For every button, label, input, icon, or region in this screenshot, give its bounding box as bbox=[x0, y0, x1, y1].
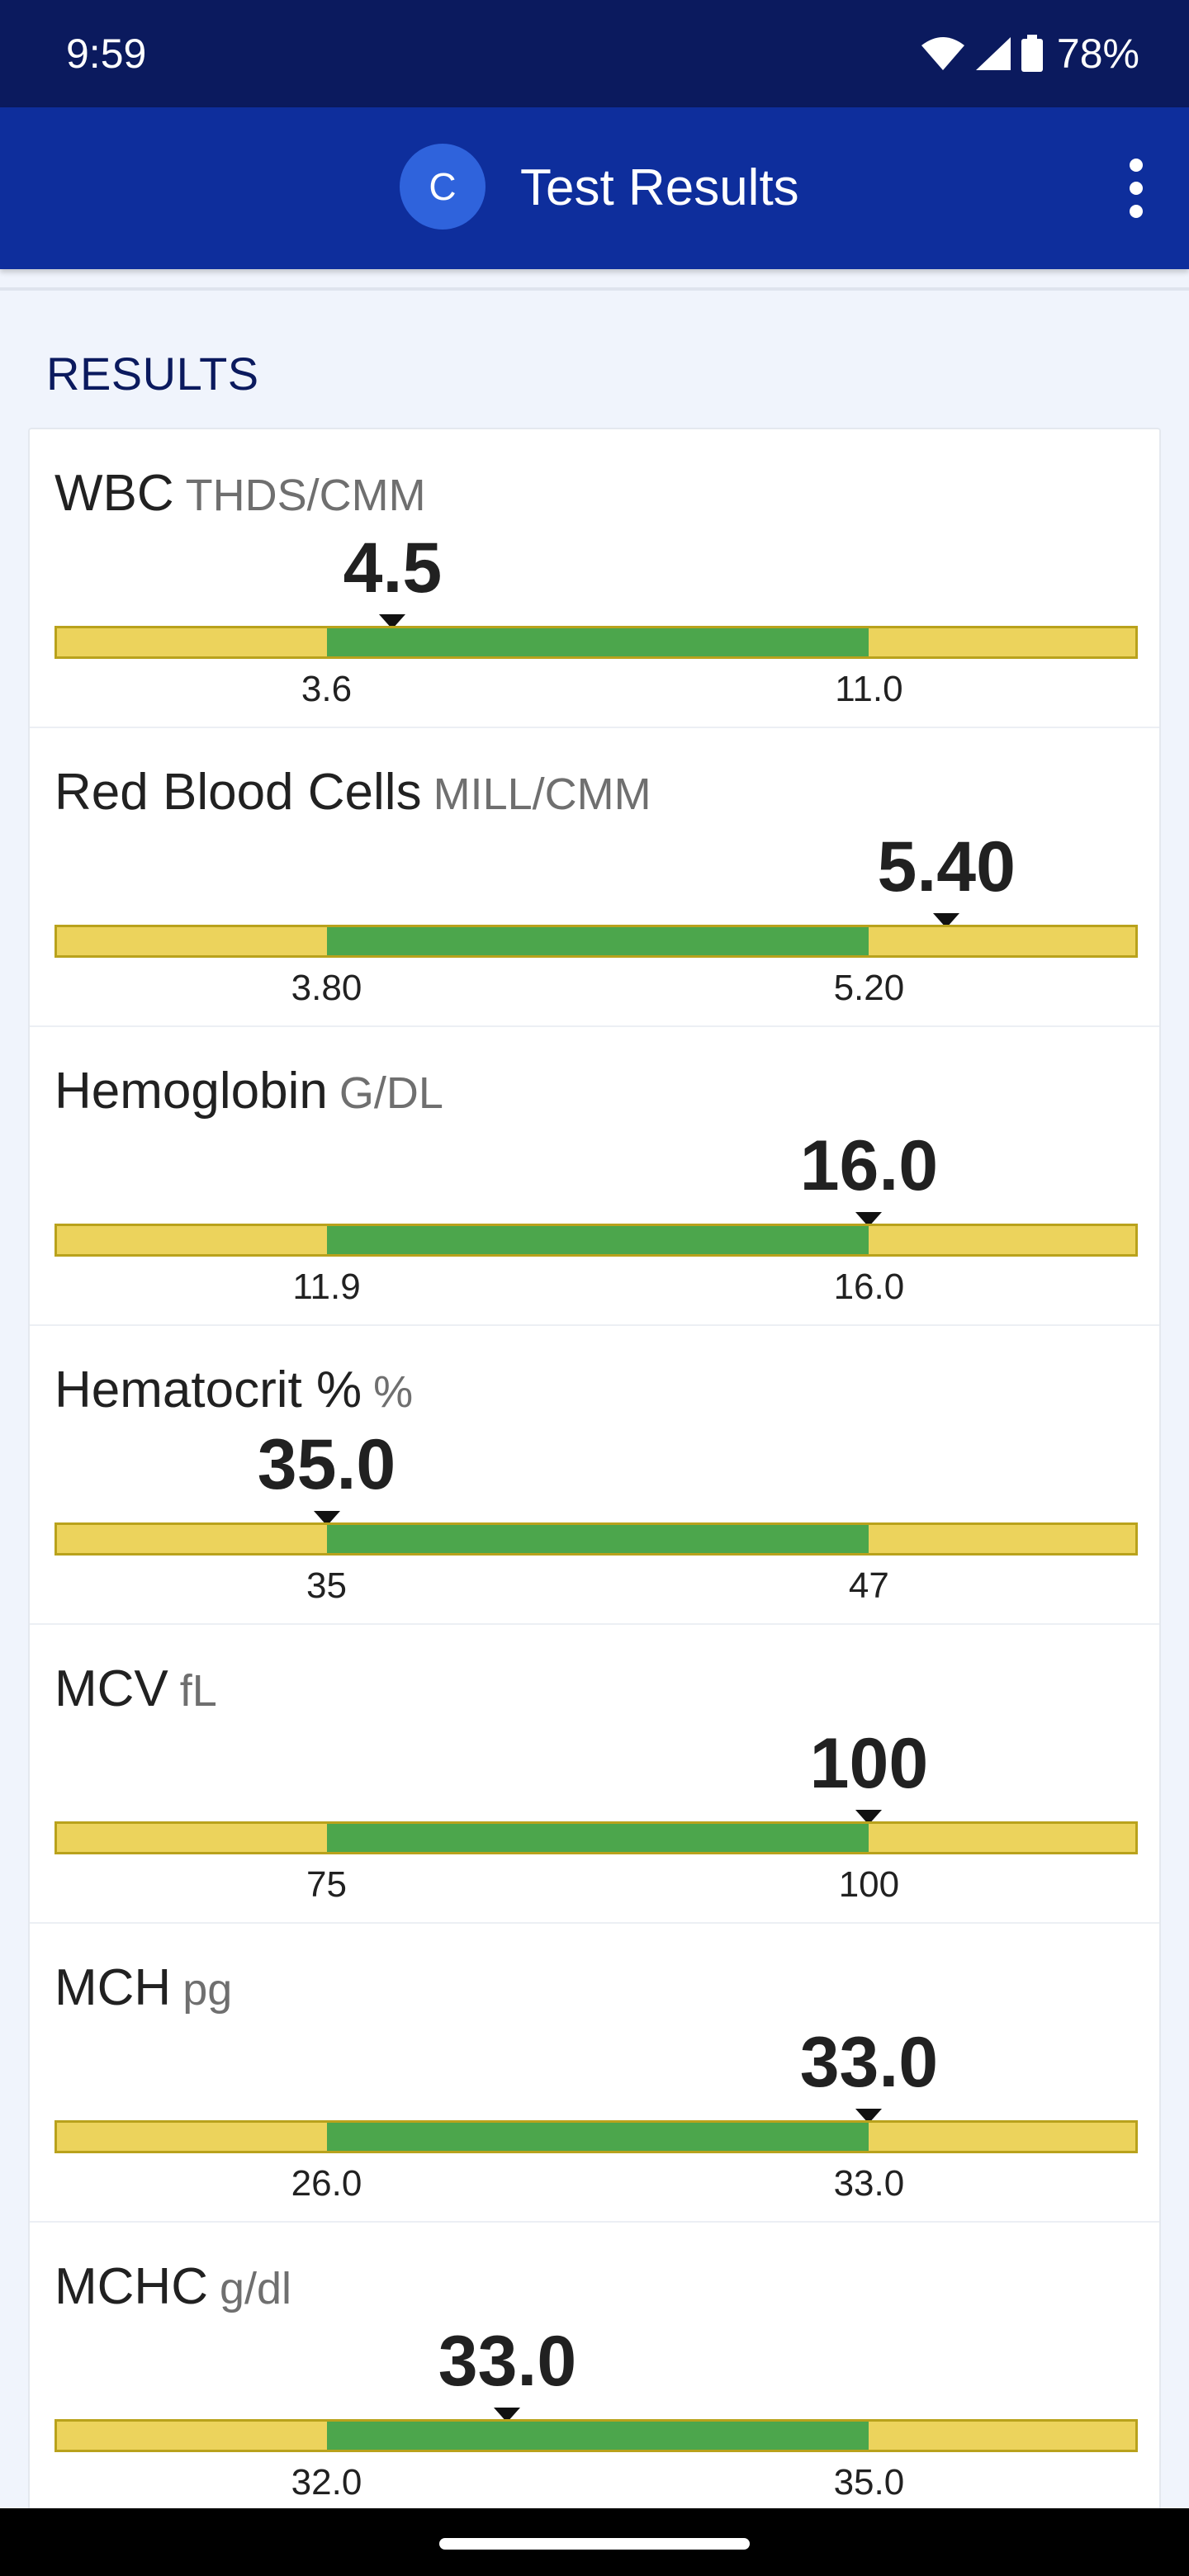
range-high-label: 16.0 bbox=[833, 1267, 905, 1307]
range-low-label: 3.6 bbox=[301, 669, 353, 709]
range-low-label: 26.0 bbox=[291, 2163, 362, 2204]
result-unit: fL bbox=[179, 1666, 217, 1716]
result-row[interactable]: MCV fL 100 75 100 bbox=[30, 1625, 1159, 1924]
value-marker-icon bbox=[933, 913, 960, 928]
result-unit: MILL/CMM bbox=[433, 769, 651, 819]
result-row[interactable]: MCHC g/dl 33.0 32.0 35.0 bbox=[30, 2223, 1159, 2522]
value-marker-icon bbox=[379, 614, 406, 629]
range-bar bbox=[54, 1224, 1138, 1257]
value-marker-icon bbox=[855, 1810, 883, 1825]
result-name: Hematocrit % bbox=[54, 1361, 362, 1418]
result-unit: g/dl bbox=[219, 2264, 292, 2313]
result-unit: THDS/CMM bbox=[185, 471, 426, 520]
result-unit: % bbox=[373, 1367, 414, 1417]
divider bbox=[0, 287, 1189, 291]
result-name: Hemoglobin bbox=[54, 1063, 328, 1120]
avatar[interactable]: C bbox=[400, 144, 486, 230]
value-marker-icon bbox=[494, 2408, 521, 2422]
normal-range-segment bbox=[326, 1525, 869, 1553]
more-vert-icon[interactable] bbox=[1106, 147, 1166, 230]
result-value: 100 bbox=[809, 1724, 929, 1803]
result-row[interactable]: MCH pg 33.0 26.0 33.0 bbox=[30, 1924, 1159, 2223]
range-bar bbox=[54, 626, 1138, 659]
normal-range-segment bbox=[326, 1824, 869, 1852]
range-bar bbox=[54, 1821, 1138, 1854]
result-value: 33.0 bbox=[438, 2322, 577, 2401]
result-value: 16.0 bbox=[799, 1126, 939, 1205]
range-high-label: 47 bbox=[848, 1565, 889, 1606]
app-bar: C Test Results bbox=[0, 107, 1189, 269]
range-low-label: 35 bbox=[306, 1565, 347, 1606]
range-bar bbox=[54, 925, 1138, 958]
range-bar bbox=[54, 2419, 1138, 2452]
range-high-label: 11.0 bbox=[835, 669, 903, 709]
range-low-label: 75 bbox=[306, 1864, 347, 1905]
normal-range-segment bbox=[326, 1226, 869, 1254]
result-value: 33.0 bbox=[799, 2023, 939, 2102]
result-title: MCV fL bbox=[54, 1656, 217, 1735]
page-title: Test Results bbox=[520, 159, 799, 216]
normal-range-segment bbox=[326, 2123, 869, 2151]
range-high-label: 5.20 bbox=[833, 968, 905, 1008]
result-value: 5.40 bbox=[877, 827, 1016, 907]
battery-icon bbox=[1021, 35, 1043, 72]
range-bar bbox=[54, 1522, 1138, 1556]
result-unit: G/DL bbox=[339, 1068, 443, 1118]
result-title: MCHC g/dl bbox=[54, 2254, 291, 2333]
range-high-label: 33.0 bbox=[833, 2163, 905, 2204]
range-high-label: 35.0 bbox=[833, 2462, 905, 2503]
range-low-label: 32.0 bbox=[291, 2462, 362, 2503]
result-title: Red Blood Cells MILL/CMM bbox=[54, 760, 651, 839]
value-marker-icon bbox=[313, 1511, 340, 1526]
normal-range-segment bbox=[326, 628, 869, 656]
status-icons: 78% bbox=[920, 26, 1139, 81]
result-row[interactable]: Hemoglobin G/DL 16.0 11.9 16.0 bbox=[30, 1027, 1159, 1326]
menu-dot bbox=[1130, 182, 1143, 195]
menu-dot bbox=[1130, 159, 1143, 172]
result-name: Red Blood Cells bbox=[54, 764, 422, 821]
result-title: Hematocrit %% bbox=[54, 1357, 413, 1437]
result-title: WBC THDS/CMM bbox=[54, 461, 426, 540]
result-row[interactable]: Red Blood Cells MILL/CMM 5.40 3.80 5.20 bbox=[30, 728, 1159, 1027]
status-bar: 9:59 78% bbox=[0, 0, 1189, 107]
result-title: Hemoglobin G/DL bbox=[54, 1058, 443, 1138]
signal-icon bbox=[975, 37, 1011, 70]
result-value: 4.5 bbox=[343, 528, 443, 608]
results-card: WBC THDS/CMM 4.5 3.6 11.0 Red Blood Cells MILL… bbox=[28, 428, 1161, 2525]
value-marker-icon bbox=[855, 2109, 883, 2124]
range-bar bbox=[54, 2120, 1138, 2153]
result-row[interactable]: WBC THDS/CMM 4.5 3.6 11.0 bbox=[30, 429, 1159, 728]
result-unit: pg bbox=[182, 1965, 233, 2015]
result-value: 35.0 bbox=[257, 1425, 396, 1504]
home-handle[interactable] bbox=[439, 2538, 750, 2550]
range-low-label: 3.80 bbox=[291, 968, 362, 1008]
battery-percent: 78% bbox=[1056, 31, 1139, 77]
normal-range-segment bbox=[326, 2422, 869, 2450]
value-marker-icon bbox=[855, 1212, 883, 1227]
result-name: MCHC bbox=[54, 2258, 208, 2315]
wifi-icon bbox=[921, 37, 964, 70]
result-name: MCV bbox=[54, 1660, 168, 1717]
range-low-label: 11.9 bbox=[292, 1267, 361, 1307]
menu-dot bbox=[1130, 205, 1143, 218]
section-title: RESULTS bbox=[46, 348, 259, 400]
normal-range-segment bbox=[326, 927, 869, 955]
result-row[interactable]: Hematocrit %% 35.0 35 47 bbox=[30, 1326, 1159, 1625]
result-name: WBC bbox=[54, 465, 174, 522]
result-name: MCH bbox=[54, 1959, 172, 2016]
result-title: MCH pg bbox=[54, 1955, 232, 2034]
status-time: 9:59 bbox=[66, 31, 147, 77]
range-high-label: 100 bbox=[838, 1864, 900, 1905]
navigation-bar bbox=[0, 2508, 1189, 2576]
